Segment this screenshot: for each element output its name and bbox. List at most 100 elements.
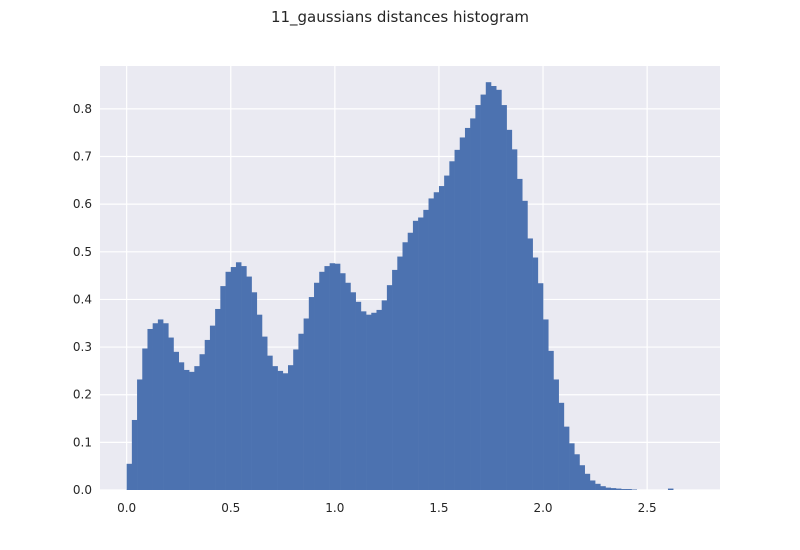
histogram-bar: [220, 286, 226, 490]
histogram-bar: [667, 488, 674, 490]
histogram-bar: [418, 217, 424, 490]
histogram-bar: [485, 82, 492, 490]
histogram-bar: [340, 273, 346, 490]
histogram-bar: [574, 454, 580, 490]
histogram-bar: [589, 480, 596, 490]
histogram-bar: [137, 379, 143, 490]
y-tick-label: 0.4: [73, 292, 92, 306]
histogram-bar: [199, 354, 206, 490]
histogram-bar: [350, 292, 356, 490]
histogram-bar: [251, 292, 258, 490]
histogram-bar: [319, 271, 325, 490]
histogram-bar: [287, 365, 294, 490]
histogram-bar: [553, 379, 559, 490]
histogram-bar: [397, 256, 403, 490]
histogram-bar: [506, 129, 513, 490]
histogram-bar: [490, 86, 497, 491]
histogram-bar: [548, 350, 554, 490]
histogram-bar: [480, 94, 487, 491]
histogram-bar: [610, 488, 617, 490]
histogram-bar: [147, 328, 153, 490]
histogram-bar: [621, 489, 627, 490]
histogram-bar: [360, 311, 367, 490]
histogram-bar: [438, 186, 445, 490]
histogram-bar: [131, 419, 138, 490]
x-tick-label: 2.0: [533, 501, 552, 515]
histogram-bar: [241, 266, 247, 490]
y-tick-label: 0.6: [73, 197, 92, 211]
chart-title: 11_gaussians distances histogram: [270, 8, 530, 26]
histogram-bar: [392, 269, 398, 490]
histogram-bar: [178, 362, 185, 490]
histogram-bar: [501, 105, 507, 490]
y-tick-label: 0.3: [73, 340, 92, 354]
histogram-bar: [183, 369, 190, 490]
histogram-bar: [189, 371, 195, 490]
histogram-bar: [293, 349, 299, 490]
histogram-bar: [558, 402, 565, 490]
histogram-bar: [303, 318, 310, 490]
histogram-bar: [225, 271, 232, 490]
histogram-bar: [527, 238, 533, 490]
x-tick-label: 1.0: [325, 501, 344, 515]
histogram-bar: [386, 285, 393, 490]
y-axis-ticks: 0.0 0.1 0.2 0.3 0.4 0.5 0.6 0.7 0.8: [73, 102, 92, 497]
histogram-bar: [381, 300, 388, 490]
histogram-bar: [173, 351, 179, 490]
histogram-bar: [454, 149, 461, 490]
x-tick-label: 2.5: [638, 501, 657, 515]
y-tick-label: 0.7: [73, 150, 92, 164]
histogram-bar: [282, 373, 289, 490]
y-tick-label: 0.5: [73, 245, 92, 259]
histogram-bar: [204, 339, 211, 490]
histogram-bar: [605, 487, 611, 490]
histogram-bar: [152, 323, 159, 490]
histogram-bar: [277, 370, 284, 490]
histogram-bar: [168, 337, 174, 490]
histogram-bar: [563, 426, 570, 490]
histogram-bar: [600, 486, 606, 490]
histogram-bar: [376, 309, 382, 490]
histogram-bar: [366, 314, 372, 490]
histogram-bar: [163, 323, 169, 490]
histogram-bar: [246, 276, 252, 490]
histogram-bar: [314, 282, 320, 490]
x-axis-ticks: 0.0 0.5 1.0 1.5 2.0 2.5: [117, 501, 657, 515]
histogram-bar: [543, 319, 549, 490]
histogram-bar: [511, 149, 518, 490]
histogram-bar: [449, 161, 455, 491]
histogram-bar: [267, 355, 273, 490]
histogram-bar: [194, 366, 200, 490]
y-tick-label: 0.0: [73, 483, 92, 497]
histogram-bar: [334, 263, 341, 490]
histogram-bar: [475, 105, 481, 490]
histogram-bar: [626, 489, 632, 490]
x-tick-label: 0.5: [221, 501, 240, 515]
x-tick-label: 0.0: [117, 501, 136, 515]
histogram-bar: [298, 333, 304, 490]
x-tick-label: 1.5: [429, 501, 448, 515]
histogram-bar: [470, 118, 476, 491]
histogram-bar: [595, 483, 601, 490]
histogram-bar: [256, 314, 263, 490]
histogram-bar: [496, 89, 502, 490]
histogram-bar: [428, 198, 435, 491]
y-tick-label: 0.8: [73, 102, 92, 116]
histogram-bar: [423, 209, 429, 491]
histogram-bar: [355, 301, 362, 490]
histogram-bar: [569, 443, 575, 490]
histogram-bar: [464, 127, 471, 490]
histogram-bar: [579, 465, 585, 490]
histogram-bar: [459, 137, 466, 490]
histogram-bar: [261, 336, 268, 490]
histogram-bar: [407, 232, 414, 490]
histogram-bar: [235, 262, 242, 490]
histogram-bar: [517, 178, 523, 490]
histogram-bar: [433, 192, 440, 490]
histogram-bar: [329, 263, 336, 490]
histogram-bar: [584, 473, 591, 490]
histogram-bar: [444, 175, 450, 490]
histogram-bar: [615, 488, 622, 490]
histogram-bar: [209, 325, 216, 490]
histogram-bar: [324, 266, 330, 490]
